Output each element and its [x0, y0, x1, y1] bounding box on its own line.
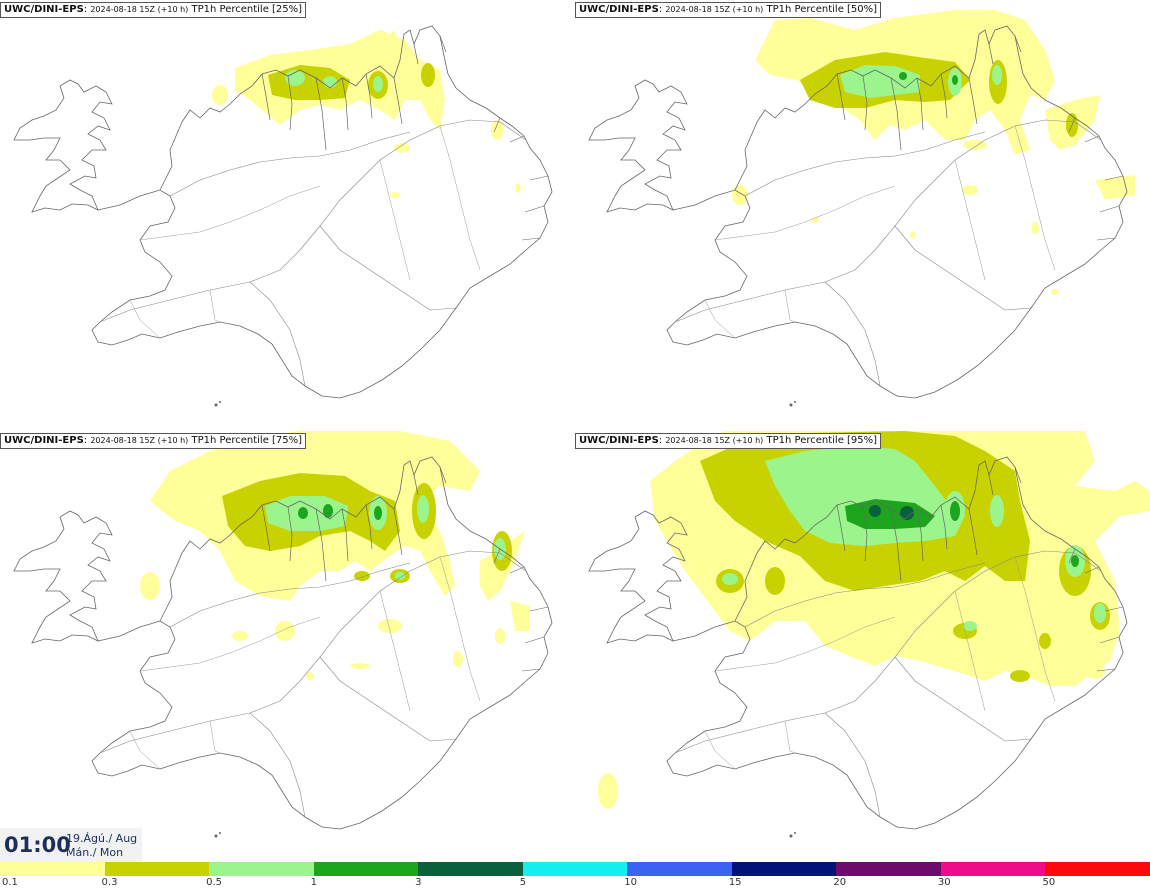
valid-time-box: 01:00 19.Ágú./ Aug Mán./ Mon — [0, 828, 142, 862]
map-panel-25: UWC/DINI-EPS: 2024-08-18 15Z (+10 h) TP1… — [0, 0, 575, 430]
colorbar-tick-label: 1 — [310, 877, 317, 888]
colorbar-tick-label: 20 — [833, 877, 847, 888]
colorbar-segment — [418, 862, 523, 876]
model-name: UWC/DINI-EPS — [4, 435, 84, 446]
valid-date: 19.Ágú./ Aug — [66, 832, 138, 845]
map-panel-50: UWC/DINI-EPS: 2024-08-18 15Z (+10 h) TP1… — [575, 0, 1150, 430]
colorbar-segment — [522, 862, 628, 876]
run-time: 2024-08-18 15Z (+10 h) — [90, 5, 189, 14]
panel-title: UWC/DINI-EPS: 2024-08-18 15Z (+10 h) TP1… — [575, 2, 882, 18]
map-panel-95: UWC/DINI-EPS: 2024-08-18 15Z (+10 h) TP1… — [575, 431, 1150, 861]
run-time: 2024-08-18 15Z (+10 h) — [665, 436, 764, 445]
colorbar-segment — [627, 862, 732, 876]
precip-map-50 — [588, 10, 1135, 407]
colorbar-tick-label: 5 — [519, 877, 527, 888]
run-time: 2024-08-18 15Z (+10 h) — [665, 5, 764, 14]
panel-title: UWC/DINI-EPS: 2024-08-18 15Z (+10 h) TP1… — [575, 433, 882, 449]
colorbar-tick-label: 0.3 — [101, 877, 118, 888]
colorbar-segment — [209, 862, 314, 876]
colorbar-tick-label: 15 — [728, 877, 742, 888]
colorbar-segment — [731, 862, 837, 876]
model-name: UWC/DINI-EPS — [4, 4, 84, 15]
colorbar-segment — [1045, 862, 1150, 876]
valid-hour: 01:00 — [4, 833, 71, 857]
precip-colorbar — [0, 862, 1150, 876]
model-name: UWC/DINI-EPS — [579, 435, 659, 446]
model-name: UWC/DINI-EPS — [579, 4, 659, 15]
product-label: TP1h Percentile [25%] — [191, 4, 303, 15]
colorbar-segment — [836, 862, 941, 876]
colorbar-tick-label: 10 — [624, 877, 637, 888]
colorbar-tick-label: 50 — [1042, 877, 1056, 888]
precip-map-95 — [588, 431, 1150, 838]
colorbar-tick-label: 3 — [415, 877, 422, 888]
run-time: 2024-08-18 15Z (+10 h) — [90, 436, 189, 445]
precip-map-75 — [13, 431, 553, 838]
map-panel-75: UWC/DINI-EPS: 2024-08-18 15Z (+10 h) TP1… — [0, 431, 575, 861]
product-label: TP1h Percentile [95%] — [766, 435, 878, 446]
panel-title: UWC/DINI-EPS: 2024-08-18 15Z (+10 h) TP1… — [0, 433, 307, 449]
valid-weekday: Mán./ Mon — [66, 846, 124, 859]
colorbar-segment — [0, 862, 105, 876]
panel-title: UWC/DINI-EPS: 2024-08-18 15Z (+10 h) TP1… — [0, 2, 307, 18]
product-label: TP1h Percentile [50%] — [766, 4, 878, 15]
colorbar-segment — [104, 862, 210, 876]
colorbar-segment — [940, 862, 1046, 876]
colorbar-ticks: 0.1 0.3 0.5 1 3 5 10 15 20 30 50 — [0, 876, 1150, 891]
product-label: TP1h Percentile [75%] — [191, 435, 303, 446]
colorbar-tick-label: 0.1 — [2, 877, 18, 888]
colorbar-tick-label: 30 — [937, 877, 951, 888]
colorbar-segment — [313, 862, 419, 876]
precip-map-25 — [13, 25, 553, 407]
colorbar-tick-label: 0.5 — [206, 877, 222, 888]
